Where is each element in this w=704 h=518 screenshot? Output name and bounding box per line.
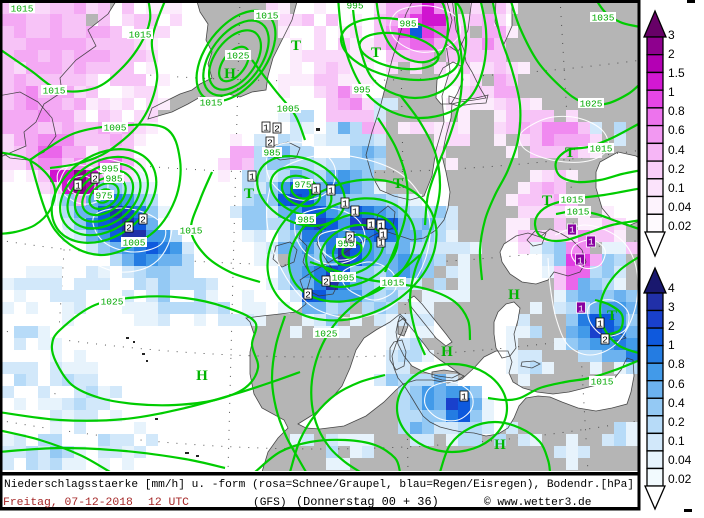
svg-text:995: 995 [346, 1, 363, 12]
svg-text:1: 1 [577, 256, 583, 267]
svg-text:0.02: 0.02 [668, 219, 692, 233]
svg-text:0.2: 0.2 [668, 415, 685, 429]
svg-text:975: 975 [95, 191, 112, 202]
svg-text:H: H [441, 344, 453, 360]
svg-text:985: 985 [297, 215, 314, 226]
svg-text:1015: 1015 [256, 11, 279, 22]
svg-text:1035: 1035 [592, 13, 615, 24]
svg-text:T: T [607, 308, 617, 324]
svg-text:955: 955 [337, 239, 354, 250]
svg-text:985: 985 [263, 148, 280, 159]
svg-text:1015: 1015 [11, 4, 34, 15]
svg-text:Niederschlagsstaerke [mm/h] u.: Niederschlagsstaerke [mm/h] u. -form (ro… [4, 479, 634, 491]
svg-text:1025: 1025 [580, 99, 603, 110]
svg-text:1015: 1015 [382, 278, 405, 289]
svg-text:1: 1 [380, 230, 386, 241]
svg-text:0.8: 0.8 [668, 357, 685, 371]
svg-text:2: 2 [126, 223, 132, 234]
svg-text:3: 3 [668, 300, 675, 314]
svg-text:T: T [393, 176, 403, 192]
svg-text:0.04: 0.04 [668, 453, 692, 467]
svg-text:995: 995 [353, 85, 370, 96]
svg-text:1: 1 [668, 338, 675, 352]
svg-text:1015: 1015 [129, 30, 152, 41]
svg-text:H: H [224, 66, 236, 82]
svg-text:(Donnerstag 00 + 36): (Donnerstag 00 + 36) [296, 495, 439, 509]
svg-text:T: T [371, 45, 381, 61]
svg-text:2: 2 [668, 319, 675, 333]
svg-text:1: 1 [368, 220, 374, 231]
svg-text:1005: 1005 [104, 123, 127, 134]
svg-text:H: H [494, 437, 506, 453]
svg-text:0.1: 0.1 [668, 181, 685, 195]
svg-text:985: 985 [105, 174, 122, 185]
svg-text:1: 1 [328, 186, 334, 197]
svg-text:3: 3 [668, 28, 675, 42]
svg-text:Freitag, 07-12-2018: Freitag, 07-12-2018 [3, 497, 133, 509]
svg-text:985: 985 [399, 19, 416, 30]
svg-text:1025: 1025 [315, 329, 338, 340]
svg-text:0.6: 0.6 [668, 377, 685, 391]
svg-text:1: 1 [75, 181, 81, 192]
svg-text:0.4: 0.4 [668, 143, 685, 157]
svg-text:1005: 1005 [332, 273, 355, 284]
svg-text:1015: 1015 [200, 98, 223, 109]
svg-text:1: 1 [313, 185, 319, 196]
svg-text:1: 1 [378, 221, 384, 232]
svg-text:0.04: 0.04 [668, 200, 692, 214]
svg-text:T: T [542, 193, 552, 209]
svg-text:2: 2 [267, 138, 273, 149]
svg-text:2: 2 [602, 335, 608, 346]
svg-text:1: 1 [569, 225, 575, 236]
svg-text:T: T [291, 38, 301, 54]
svg-text:1025: 1025 [227, 51, 250, 62]
svg-text:2: 2 [274, 124, 280, 135]
svg-text:0.6: 0.6 [668, 123, 685, 137]
svg-text:1005: 1005 [123, 238, 146, 249]
svg-text:T: T [244, 186, 254, 202]
svg-text:2: 2 [140, 215, 146, 226]
svg-text:(GFS): (GFS) [253, 497, 287, 509]
svg-text:2: 2 [305, 290, 311, 301]
svg-text:1: 1 [588, 237, 594, 248]
svg-text:2: 2 [323, 277, 329, 288]
svg-text:© www.wetter3.de: © www.wetter3.de [484, 497, 591, 509]
svg-text:1.5: 1.5 [668, 66, 685, 80]
svg-text:12 UTC: 12 UTC [148, 497, 189, 509]
svg-text:1005: 1005 [277, 104, 300, 115]
svg-text:4: 4 [668, 281, 675, 295]
svg-text:1: 1 [668, 85, 675, 99]
svg-text:1: 1 [249, 172, 255, 183]
svg-text:1015: 1015 [567, 207, 590, 218]
svg-text:1: 1 [342, 199, 348, 210]
svg-text:H: H [196, 368, 208, 384]
svg-text:1: 1 [378, 238, 384, 249]
svg-text:1: 1 [263, 123, 269, 134]
svg-text:0.1: 0.1 [668, 434, 685, 448]
svg-text:1: 1 [461, 392, 467, 403]
svg-text:2: 2 [668, 47, 675, 61]
svg-text:0.2: 0.2 [668, 162, 685, 176]
svg-text:2: 2 [92, 174, 98, 185]
svg-text:995: 995 [101, 164, 118, 175]
svg-text:1: 1 [578, 304, 584, 315]
svg-text:1015: 1015 [43, 86, 66, 97]
svg-text:1: 1 [597, 319, 603, 330]
svg-text:1015: 1015 [591, 377, 614, 388]
svg-text:1: 1 [352, 207, 358, 218]
svg-text:975: 975 [294, 180, 311, 191]
svg-text:1015: 1015 [180, 226, 203, 237]
svg-text:H: H [508, 287, 520, 303]
svg-text:0.4: 0.4 [668, 396, 685, 410]
svg-text:1015: 1015 [561, 195, 584, 206]
svg-text:0.02: 0.02 [668, 472, 692, 486]
svg-text:2: 2 [347, 233, 353, 244]
svg-text:1025: 1025 [101, 297, 124, 308]
svg-text:T: T [565, 145, 575, 161]
svg-text:1015: 1015 [590, 144, 613, 155]
svg-text:0.8: 0.8 [668, 104, 685, 118]
